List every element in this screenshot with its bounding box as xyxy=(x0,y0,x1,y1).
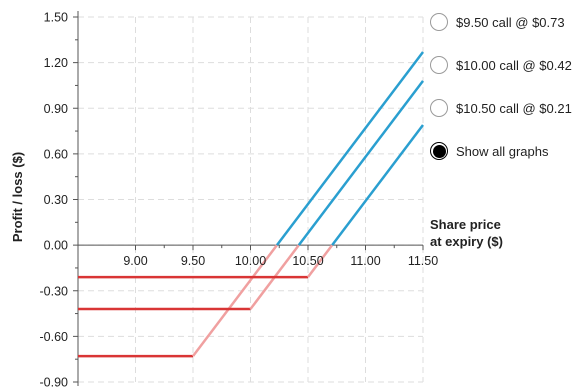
graph-selector: $9.50 call @ $0.73 $10.00 call @ $0.42 $… xyxy=(430,10,580,182)
radio-button[interactable] xyxy=(430,56,448,74)
y-tick-label: -0.90 xyxy=(40,376,69,390)
y-tick-label: 0.00 xyxy=(44,239,68,253)
option-label: $10.50 call @ $0.21 xyxy=(456,100,572,116)
series-recovery-segment xyxy=(192,244,278,357)
y-axis-label: Profit / loss ($) xyxy=(10,152,25,242)
y-tick-label: -0.30 xyxy=(40,284,69,298)
series-recovery-segment xyxy=(307,244,334,278)
option-show-all-graphs[interactable]: Show all graphs xyxy=(430,139,580,163)
x-tick-label: 11.00 xyxy=(350,254,380,268)
x-tick-label: 10.00 xyxy=(235,254,266,268)
x-tick-label: 11.50 xyxy=(408,254,438,268)
radio-button[interactable] xyxy=(430,13,448,31)
y-tick-label: 0.30 xyxy=(44,193,68,207)
y-tick-label: 1.50 xyxy=(44,11,68,25)
option-label: $10.00 call @ $0.42 xyxy=(456,57,572,73)
option-10-00-call[interactable]: $10.00 call @ $0.42 xyxy=(430,53,580,77)
series-layer xyxy=(78,51,424,358)
option-9-50-call[interactable]: $9.50 call @ $0.73 xyxy=(430,10,580,34)
axis-layer xyxy=(73,11,424,386)
radio-selected-dot xyxy=(432,144,446,158)
label-layer: Profit / loss ($) Share price at expiry … xyxy=(10,11,504,390)
x-axis-label-line-2: at expiry ($) xyxy=(430,234,503,249)
radio-button-selected[interactable] xyxy=(430,142,448,160)
y-tick-label: -0.60 xyxy=(40,330,69,344)
series-profit-segment xyxy=(331,124,424,246)
series-1 xyxy=(78,51,424,358)
y-tick-label: 0.90 xyxy=(44,102,68,116)
x-axis-label-line-1: Share price xyxy=(430,217,501,232)
y-tick-label: 1.20 xyxy=(44,56,68,70)
x-axis-label: Share price at expiry ($) xyxy=(430,217,504,249)
y-tick-label: 0.60 xyxy=(44,147,68,161)
grid-layer xyxy=(78,16,424,383)
x-tick-label: 9.50 xyxy=(181,254,205,268)
option-10-50-call[interactable]: $10.50 call @ $0.21 xyxy=(430,96,580,120)
series-3 xyxy=(78,124,424,279)
x-tick-label: 9.00 xyxy=(123,254,147,268)
series-profit-segment xyxy=(297,80,424,246)
radio-button[interactable] xyxy=(430,99,448,117)
option-label: Show all graphs xyxy=(456,143,549,159)
option-label: $9.50 call @ $0.73 xyxy=(456,14,565,30)
series-profit-segment xyxy=(275,51,424,246)
x-tick-label: 10.50 xyxy=(292,254,323,268)
